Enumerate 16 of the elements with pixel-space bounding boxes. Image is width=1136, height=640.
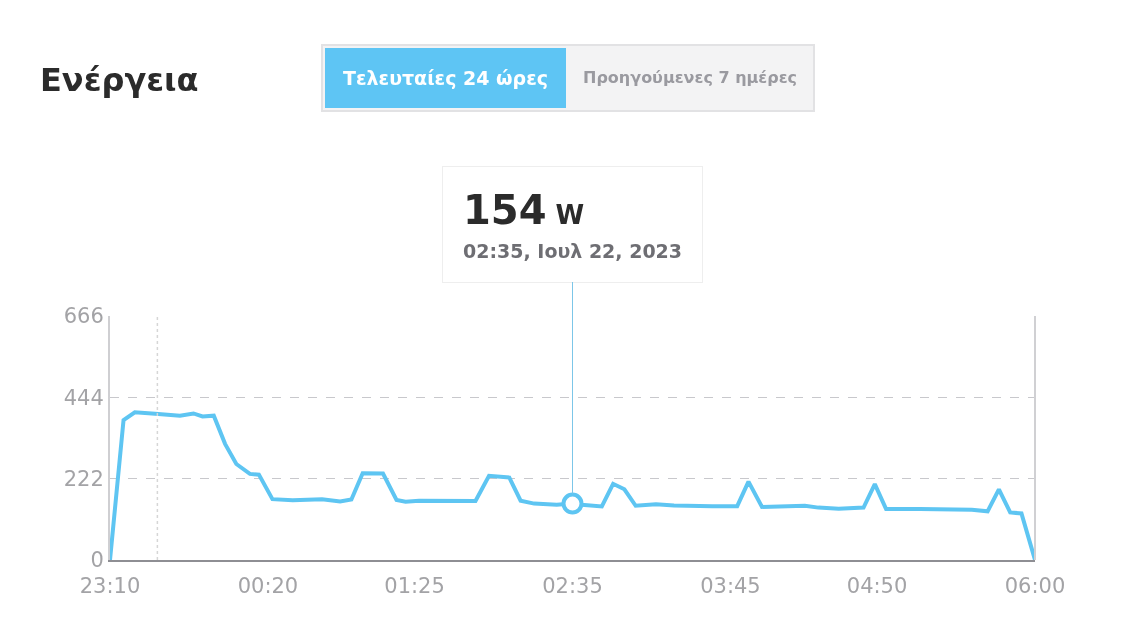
text: Προηγούμενες 7 ημέρες (583, 68, 798, 87)
x-tick-label: 06:00 (1004, 573, 1066, 598)
x-tick-label: 02:35 (542, 573, 603, 598)
y-tick-label: 0 (90, 548, 104, 573)
x-tick-label: 01:25 (384, 573, 445, 598)
annotation: 154 W 02:35, Ιουλ 22, 2023 (463, 187, 683, 262)
y-tick-label: 666 (63, 304, 104, 329)
x-tick-label: 23:10 (79, 573, 141, 598)
line-series (110, 410, 1035, 560)
text: Τελευταίες 24 ώρες (343, 67, 549, 89)
x-tick-label: 00:20 (237, 573, 299, 598)
y-tick-label: 222 (63, 467, 104, 492)
chart-title: Ενέργεια (40, 61, 199, 100)
x-tick-label: 04:50 (846, 573, 908, 598)
y-tick-label: 444 (63, 385, 104, 410)
x-tick-label: 03:45 (700, 573, 761, 598)
